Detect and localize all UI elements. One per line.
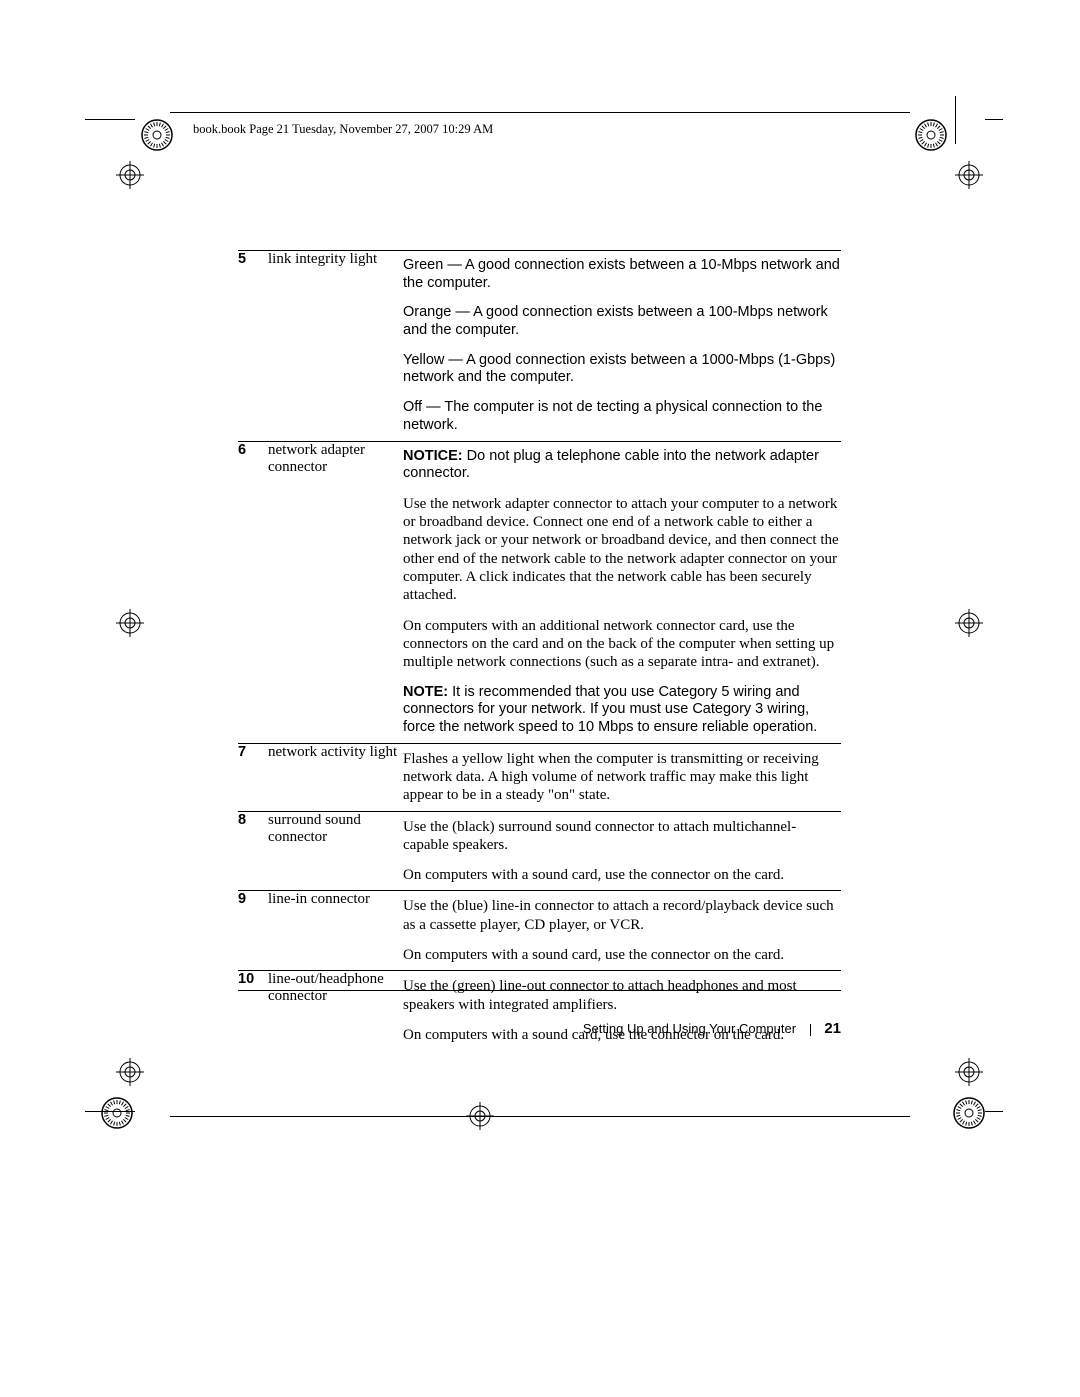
row-label xyxy=(268,393,403,441)
ornament-circle-icon xyxy=(140,118,174,152)
registration-mark-icon xyxy=(116,161,144,189)
row-description: Green — A good connection exists between… xyxy=(403,251,841,298)
row-label xyxy=(268,940,403,971)
row-number xyxy=(238,678,268,744)
registration-mark-icon xyxy=(116,609,144,637)
ornament-circle-icon xyxy=(914,118,948,152)
row-description: NOTE: It is recommended that you use Cat… xyxy=(403,678,841,744)
row-number xyxy=(238,860,268,891)
row-label: link integrity light xyxy=(268,251,403,298)
row-description: NOTICE: Do not plug a telephone cable in… xyxy=(403,441,841,489)
row-description: Off — The computer is not de tecting a p… xyxy=(403,393,841,441)
row-label xyxy=(268,860,403,891)
ornament-circle-icon xyxy=(952,1096,986,1130)
row-number xyxy=(238,393,268,441)
row-description: On computers with a sound card, use the … xyxy=(403,940,841,971)
row-description: Use the (black) surround sound connector… xyxy=(403,811,841,860)
page-header: book.book Page 21 Tuesday, November 27, … xyxy=(193,122,493,137)
row-description: On computers with a sound card, use the … xyxy=(403,860,841,891)
row-number xyxy=(238,940,268,971)
registration-mark-icon xyxy=(955,161,983,189)
crop-mark xyxy=(955,96,956,144)
row-label xyxy=(268,346,403,393)
crop-mark xyxy=(985,1111,1003,1112)
row-label: network activity light xyxy=(268,743,403,811)
crop-mark xyxy=(985,119,1003,120)
row-number: 8 xyxy=(238,811,268,860)
registration-mark-icon xyxy=(116,1058,144,1086)
row-description: Use the (green) line-out connector to at… xyxy=(403,971,841,1020)
page-number: 21 xyxy=(824,1020,841,1037)
row-description: Use the network adapter connector to att… xyxy=(403,489,841,611)
row-label: line-out/headphone connector xyxy=(268,971,403,1020)
row-description: Orange — A good connection exists betwee… xyxy=(403,298,841,345)
frame-rule xyxy=(170,1116,910,1117)
row-label: surround sound connector xyxy=(268,811,403,860)
ornament-circle-icon xyxy=(100,1096,134,1130)
row-description: On computers with an additional network … xyxy=(403,611,841,678)
row-label xyxy=(268,611,403,678)
registration-mark-icon xyxy=(955,609,983,637)
row-description: Yellow — A good connection exists betwee… xyxy=(403,346,841,393)
row-number xyxy=(238,611,268,678)
table-bottom-rule xyxy=(238,990,841,991)
row-description: Flashes a yellow light when the computer… xyxy=(403,743,841,811)
page-footer: Setting Up and Using Your Computer 21 xyxy=(238,1020,841,1037)
registration-mark-icon xyxy=(955,1058,983,1086)
row-number: 10 xyxy=(238,971,268,1020)
row-label: network adapter connector xyxy=(268,441,403,489)
row-number xyxy=(238,346,268,393)
footer-section: Setting Up and Using Your Computer xyxy=(583,1021,796,1036)
frame-rule xyxy=(170,112,910,113)
row-label xyxy=(268,489,403,611)
row-number: 9 xyxy=(238,891,268,940)
footer-separator xyxy=(810,1024,811,1036)
row-description: Use the (blue) line-in connector to atta… xyxy=(403,891,841,940)
row-number xyxy=(238,489,268,611)
row-number: 5 xyxy=(238,251,268,298)
row-label: line-in connector xyxy=(268,891,403,940)
main-content: 5link integrity lightGreen — A good conn… xyxy=(238,251,841,1050)
row-number: 7 xyxy=(238,743,268,811)
crop-mark xyxy=(85,1111,135,1112)
row-number: 6 xyxy=(238,441,268,489)
row-label xyxy=(268,678,403,744)
connector-table: 5link integrity lightGreen — A good conn… xyxy=(238,251,841,1050)
crop-mark xyxy=(85,119,135,120)
row-number xyxy=(238,298,268,345)
row-label xyxy=(268,298,403,345)
